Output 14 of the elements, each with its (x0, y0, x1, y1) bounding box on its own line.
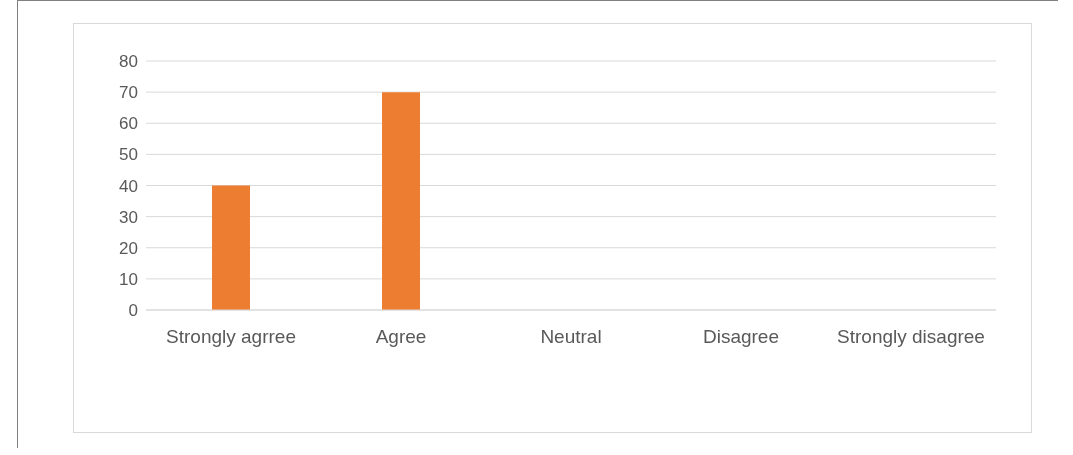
y-tick-label: 50 (119, 145, 138, 165)
y-tick-label: 60 (119, 114, 138, 134)
x-tick-label: Disagree (702, 326, 780, 348)
y-tick-label: 80 (119, 52, 138, 72)
x-tick-label: Agree (375, 326, 427, 348)
x-tick-label: Neutral (540, 326, 602, 348)
y-tick-label: 10 (119, 269, 138, 289)
y-tick-label: 40 (119, 176, 138, 196)
x-tick-label: Strongly disagree (837, 326, 985, 348)
y-tick-label: 70 (119, 83, 138, 103)
y-tick-label: 20 (119, 238, 138, 258)
y-tick-label: 30 (119, 207, 138, 227)
y-tick-label: 0 (128, 301, 138, 321)
x-tick-label: Strongly agrree (166, 326, 296, 348)
